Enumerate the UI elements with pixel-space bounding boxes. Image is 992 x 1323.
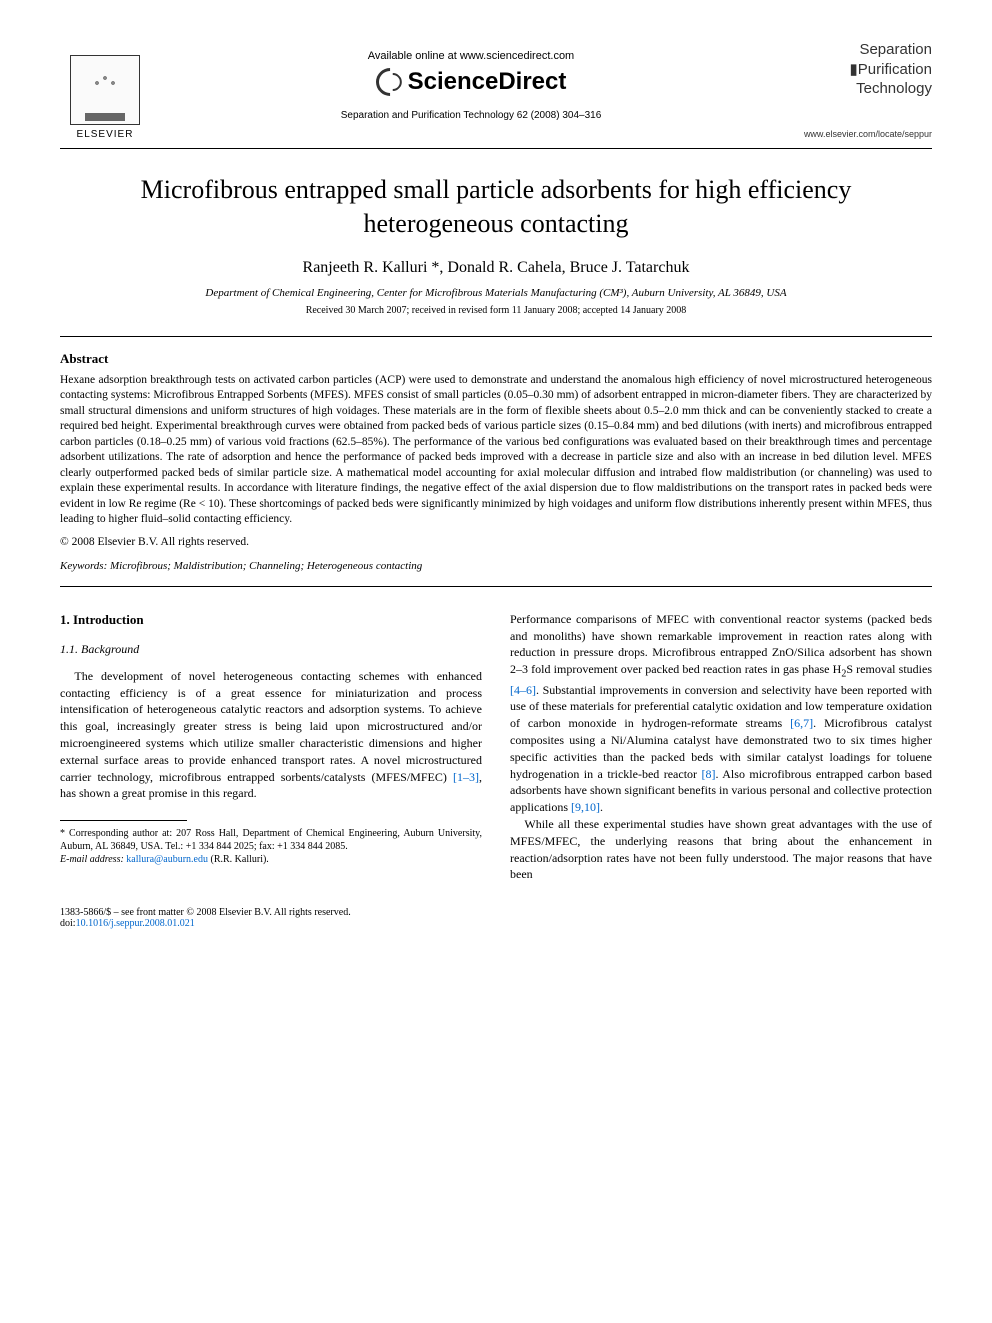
available-online-text: Available online at www.sciencedirect.co…	[150, 50, 792, 62]
center-header: Available online at www.sciencedirect.co…	[150, 40, 792, 121]
header-rule	[60, 148, 932, 149]
email-tail: (R.R. Kalluri).	[210, 854, 268, 865]
doi-line: doi:10.1016/j.seppur.2008.01.021	[60, 918, 351, 929]
journal-reference: Separation and Purification Technology 6…	[150, 110, 792, 121]
left-column: 1. Introduction 1.1. Background The deve…	[60, 611, 482, 883]
email-label: E-mail address:	[60, 854, 124, 865]
intro-text-a: The development of novel heterogeneous c…	[60, 669, 482, 784]
right-paragraph-2: While all these experimental studies hav…	[510, 816, 932, 883]
intro-paragraph-1: The development of novel heterogeneous c…	[60, 668, 482, 802]
footnote-email-line: E-mail address: kallura@auburn.edu (R.R.…	[60, 853, 482, 866]
footer-row: 1383-5866/$ – see front matter © 2008 El…	[60, 907, 932, 929]
email-link[interactable]: kallura@auburn.edu	[126, 854, 208, 865]
ref-link-6-7[interactable]: [6,7]	[790, 716, 813, 730]
keywords-label: Keywords:	[60, 560, 107, 572]
right-paragraph-1: Performance comparisons of MFEC with con…	[510, 611, 932, 816]
footnote-corr: * Corresponding author at: 207 Ross Hall…	[60, 827, 482, 853]
keywords-line: Keywords: Microfibrous; Maldistribution;…	[60, 560, 932, 572]
abstract-text: Hexane adsorption breakthrough tests on …	[60, 374, 932, 526]
journal-name: Separation ▮Purification Technology	[792, 40, 932, 99]
rp1-b: S removal studies	[846, 662, 932, 676]
keywords-list: Microfibrous; Maldistribution; Channelin…	[110, 560, 422, 572]
body-columns: 1. Introduction 1.1. Background The deve…	[60, 611, 932, 883]
corresponding-author-footnote: * Corresponding author at: 207 Ross Hall…	[60, 827, 482, 866]
sciencedirect-text: ScienceDirect	[408, 68, 567, 96]
section-1-1-heading: 1.1. Background	[60, 641, 482, 658]
section-1-heading: 1. Introduction	[60, 611, 482, 629]
ref-link-1-3[interactable]: [1–3]	[453, 770, 479, 784]
footer-left: 1383-5866/$ – see front matter © 2008 El…	[60, 907, 351, 929]
front-matter-line: 1383-5866/$ – see front matter © 2008 El…	[60, 907, 351, 918]
elsevier-logo: ELSEVIER	[60, 40, 150, 140]
header-row: ELSEVIER Available online at www.science…	[60, 40, 932, 140]
abstract-bottom-rule	[60, 586, 932, 587]
elsevier-tree-icon	[70, 55, 140, 125]
right-column: Performance comparisons of MFEC with con…	[510, 611, 932, 883]
journal-name-line2: ▮Purification	[792, 60, 932, 80]
journal-logo-box: Separation ▮Purification Technology www.…	[792, 40, 932, 140]
ref-link-4-6[interactable]: [4–6]	[510, 683, 536, 697]
authors-text: Ranjeeth R. Kalluri *, Donald R. Cahela,…	[303, 259, 690, 276]
ref-link-9-10[interactable]: [9,10]	[571, 800, 600, 814]
ref-link-8[interactable]: [8]	[701, 767, 715, 781]
doi-label: doi:	[60, 918, 76, 929]
copyright-line: © 2008 Elsevier B.V. All rights reserved…	[60, 536, 932, 548]
journal-name-line1: Separation	[792, 40, 932, 60]
doi-link[interactable]: 10.1016/j.seppur.2008.01.021	[76, 918, 195, 929]
affiliation: Department of Chemical Engineering, Cent…	[60, 287, 932, 299]
elsevier-label: ELSEVIER	[77, 129, 134, 140]
article-dates: Received 30 March 2007; received in revi…	[60, 305, 932, 316]
abstract-top-rule	[60, 336, 932, 337]
footnote-rule	[60, 820, 187, 821]
sciencedirect-swoosh-icon	[370, 62, 410, 102]
rp1-f: .	[600, 800, 603, 814]
article-title: Microfibrous entrapped small particle ad…	[100, 173, 892, 241]
journal-url: www.elsevier.com/locate/seppur	[792, 129, 932, 139]
abstract-body: Hexane adsorption breakthrough tests on …	[60, 373, 932, 528]
authors: Ranjeeth R. Kalluri *, Donald R. Cahela,…	[60, 259, 932, 277]
abstract-heading: Abstract	[60, 351, 932, 367]
sciencedirect-logo: ScienceDirect	[376, 68, 567, 96]
journal-name-line3: Technology	[792, 79, 932, 99]
